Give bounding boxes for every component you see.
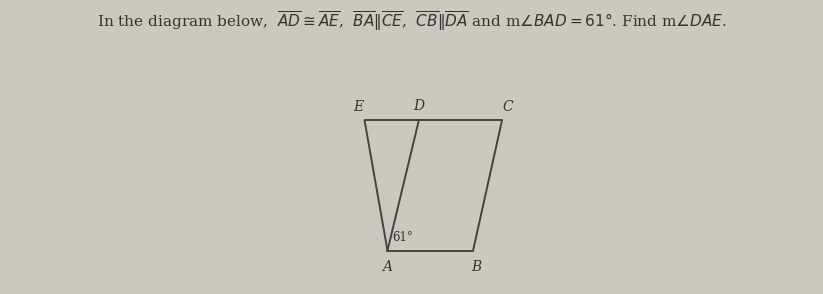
Text: 61°: 61° — [393, 231, 413, 244]
Text: E: E — [354, 100, 364, 114]
Text: B: B — [471, 260, 481, 275]
Text: D: D — [413, 99, 425, 113]
Text: A: A — [383, 260, 393, 275]
Text: C: C — [502, 100, 513, 114]
Text: In the diagram below,  $\overline{AD} \cong \overline{AE}$,  $\overline{BA} \| \: In the diagram below, $\overline{AD} \co… — [96, 9, 727, 33]
